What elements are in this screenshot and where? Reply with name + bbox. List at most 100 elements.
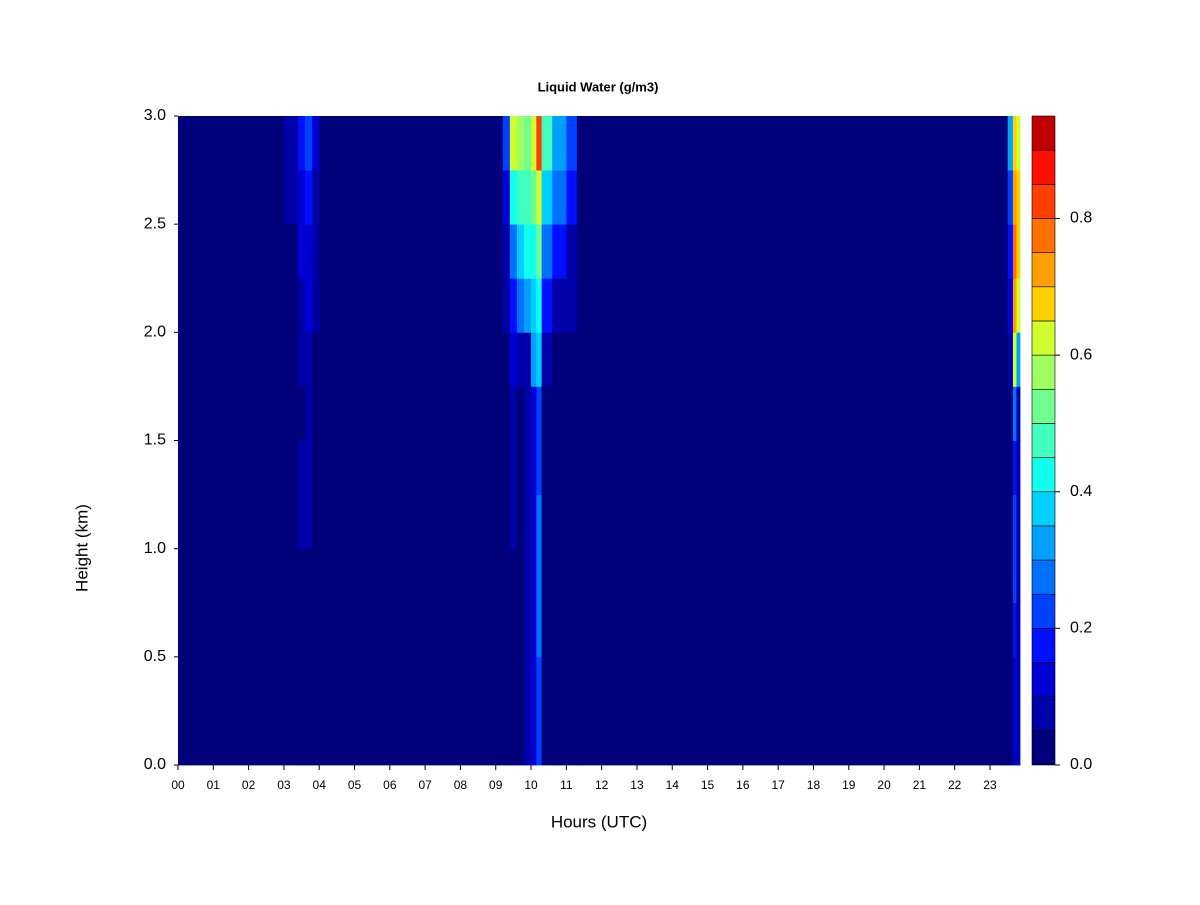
heat-cell xyxy=(516,386,525,441)
colorbar-band xyxy=(1031,696,1056,732)
heat-cell xyxy=(516,224,525,279)
heat-cell xyxy=(1016,440,1021,495)
heat-cell xyxy=(178,116,285,171)
heat-cell xyxy=(516,548,525,604)
heat-cell xyxy=(516,494,525,550)
heat-cell xyxy=(541,710,553,766)
x-tick-label: 02 xyxy=(242,778,256,792)
heat-cell xyxy=(1016,278,1021,333)
x-tick-label: 03 xyxy=(277,778,291,792)
heat-cell xyxy=(502,440,511,495)
heat-cell xyxy=(298,170,306,225)
heat-cell xyxy=(566,224,578,279)
heat-cell xyxy=(312,494,320,550)
heat-cell xyxy=(1016,224,1021,279)
heat-cell xyxy=(552,116,567,171)
heat-cell xyxy=(312,440,320,495)
heat-cell xyxy=(536,386,543,441)
heat-cell xyxy=(536,332,543,387)
heat-cell xyxy=(516,170,525,225)
heat-cell xyxy=(502,602,511,658)
heat-cell xyxy=(1007,224,1014,279)
heat-cell xyxy=(1007,386,1014,441)
heat-cell xyxy=(531,440,537,495)
heat-cell xyxy=(319,386,504,441)
heat-cell xyxy=(523,116,532,171)
heat-cell xyxy=(502,224,511,279)
colorbar-tick-label: 0.0 xyxy=(1070,756,1092,773)
x-tick-label: 08 xyxy=(454,778,468,792)
colorbar-band xyxy=(1031,593,1056,629)
heat-cell xyxy=(1012,278,1017,333)
colorbar-band xyxy=(1031,662,1056,697)
heat-cell xyxy=(1016,710,1021,766)
colorbar-band xyxy=(1031,354,1056,390)
heat-cell xyxy=(305,278,313,333)
heat-cell xyxy=(536,656,543,712)
heat-cell xyxy=(509,494,518,550)
heat-cell xyxy=(566,386,578,441)
heat-cell xyxy=(283,548,299,604)
heat-cell xyxy=(1016,656,1021,712)
x-tick-label: 15 xyxy=(701,778,715,792)
heat-cell xyxy=(283,494,299,550)
x-tick-label: 11 xyxy=(560,778,573,792)
heat-cell xyxy=(1012,494,1017,550)
heat-cell xyxy=(1012,332,1017,387)
heat-cell xyxy=(1012,710,1017,766)
heat-cell xyxy=(305,116,313,171)
heat-cell xyxy=(516,656,525,712)
heat-cell xyxy=(541,278,553,333)
heat-cell xyxy=(541,116,553,171)
heat-cell xyxy=(178,170,285,225)
colorbar-tick-label: 0.8 xyxy=(1070,210,1092,227)
x-tick-label: 04 xyxy=(313,778,327,792)
heat-cell xyxy=(178,548,285,604)
heat-cell xyxy=(536,710,543,766)
heat-cell xyxy=(1016,116,1021,171)
heat-cell xyxy=(298,386,306,441)
heat-cell xyxy=(305,494,313,550)
x-tick-label: 21 xyxy=(913,778,927,792)
heat-cell xyxy=(523,494,532,550)
heat-cell xyxy=(566,278,578,333)
heat-cell xyxy=(319,224,504,279)
heat-cell xyxy=(509,710,518,766)
heat-cell xyxy=(502,710,511,766)
heat-cell xyxy=(1007,710,1014,766)
colorbar-band xyxy=(1031,730,1056,766)
heat-cell xyxy=(312,332,320,387)
heat-cell xyxy=(305,656,313,712)
heat-cell xyxy=(319,602,504,658)
heat-cell xyxy=(305,602,313,658)
heat-cell xyxy=(1007,440,1014,495)
x-axis-label: Hours (UTC) xyxy=(551,812,647,831)
heat-cell xyxy=(536,170,543,225)
heat-cell xyxy=(1007,116,1014,171)
heat-cell xyxy=(312,602,320,658)
heat-cell xyxy=(298,656,306,712)
heat-cell xyxy=(298,548,306,604)
y-axis-label: Height (km) xyxy=(72,504,91,592)
x-tick-label: 22 xyxy=(948,778,962,792)
heat-cell xyxy=(312,656,320,712)
colorbar-band xyxy=(1031,149,1056,185)
heat-cell xyxy=(536,116,543,171)
heat-cell xyxy=(1012,656,1017,712)
heat-cell xyxy=(552,494,567,550)
heat-cell xyxy=(283,602,299,658)
heat-cell xyxy=(1007,602,1014,658)
heat-cell xyxy=(283,278,299,333)
heat-cell xyxy=(531,710,537,766)
heat-cell xyxy=(298,440,306,495)
heat-cell xyxy=(312,548,320,604)
heat-cell xyxy=(566,494,578,550)
y-tick-label: 2.0 xyxy=(144,324,166,341)
heat-cell xyxy=(502,386,511,441)
heat-cell xyxy=(1007,170,1014,225)
heat-cell xyxy=(566,440,578,495)
heat-cell xyxy=(552,386,567,441)
heat-cell xyxy=(566,656,578,712)
heat-cell xyxy=(541,440,553,495)
heat-cell xyxy=(531,278,537,333)
